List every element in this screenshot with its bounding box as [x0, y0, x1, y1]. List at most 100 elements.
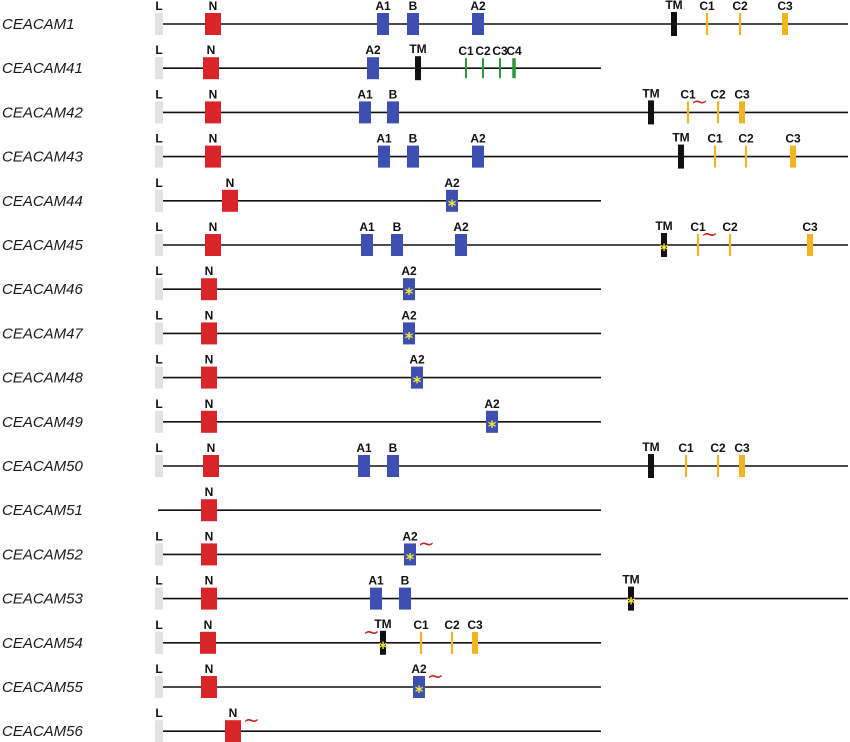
exon-label: N	[207, 43, 216, 57]
exon-c2-block	[716, 455, 720, 477]
gene-name: CEACAM41	[2, 60, 83, 77]
star-icon: *	[406, 549, 415, 568]
exon-label: N	[205, 264, 214, 278]
gene-name: CEACAM53	[2, 591, 84, 608]
gene-row: CEACAM43 L N A1 B A2 TM C1 C2 C3	[2, 131, 848, 169]
gene-row: CEACAM47 L N A2 *	[2, 308, 601, 347]
exon-label: N	[205, 353, 214, 367]
gene-name: CEACAM51	[2, 502, 83, 519]
exon-a2-block	[472, 145, 484, 168]
star-icon: *	[488, 417, 497, 436]
exon-label: C3	[734, 87, 750, 101]
exon-a2-block	[446, 189, 458, 212]
exon-n-block	[201, 587, 217, 610]
exon-label: C1	[680, 87, 696, 101]
exon-a1-block	[377, 13, 389, 35]
gene-row: CEACAM44 L N A2 *	[2, 176, 601, 215]
gene-row: CEACAM45 L N A1 B A2 TM * C1~ C2 C3	[2, 219, 848, 259]
exon-c3-block	[790, 145, 796, 168]
exon-n-block	[203, 57, 219, 80]
exon-label: A2	[411, 662, 427, 676]
exon-label: C1	[678, 441, 694, 455]
exon-label: C2	[738, 132, 754, 146]
exon-n-block	[201, 410, 217, 433]
exon-l-block	[155, 13, 163, 35]
exon-l-block	[155, 720, 163, 742]
exon-c2-block	[716, 101, 720, 124]
exon-c2-block	[482, 58, 484, 79]
exon-b-block	[399, 587, 411, 610]
exon-label: B	[389, 441, 398, 455]
exon-label: C1	[699, 0, 715, 13]
exon-label: N	[205, 574, 214, 588]
exon-c1-block	[465, 58, 467, 79]
exon-label: A2	[453, 220, 469, 234]
exon-tm-block	[678, 144, 684, 169]
gene-row: CEACAM52 L N A2 *~	[2, 529, 601, 568]
exon-tm-block	[671, 12, 677, 36]
exon-label: L	[155, 618, 162, 632]
tilde-icon: ~	[243, 708, 260, 732]
gene-row: CEACAM56 L N ~	[2, 706, 601, 742]
gene-name: CEACAM55	[2, 679, 84, 696]
exon-label: N	[209, 87, 218, 101]
exon-label: L	[155, 0, 162, 13]
exon-label: C4	[506, 44, 522, 58]
exon-label: C2	[444, 618, 460, 632]
exon-n-block	[222, 189, 238, 212]
star-icon: *	[379, 638, 388, 657]
exon-l-block	[155, 234, 163, 256]
exon-c3-block	[807, 234, 813, 256]
exon-a2-block	[403, 278, 415, 301]
gene-row: CEACAM49 L N A2 *	[2, 397, 601, 436]
exon-label: TM	[622, 573, 639, 587]
exon-label: L	[155, 662, 162, 676]
exon-label: C2	[710, 441, 726, 455]
exon-b-block	[391, 234, 403, 256]
exon-n-block	[225, 720, 241, 742]
exon-n-block	[201, 322, 217, 345]
gene-name: CEACAM42	[2, 104, 84, 121]
exon-label: A2	[484, 397, 500, 411]
gene-row: CEACAM48 L N A2 *	[2, 353, 601, 392]
exon-l-block	[155, 587, 163, 610]
exon-label: C3	[785, 132, 801, 146]
exon-label: C3	[467, 618, 483, 632]
exon-tm-block	[380, 630, 386, 655]
exon-a2-block	[367, 57, 379, 80]
exon-label: N	[204, 618, 213, 632]
exon-label: A2	[402, 529, 418, 543]
exon-label: N	[205, 485, 214, 499]
gene-row: CEACAM50 L N A1 B TM C1 C2 C3	[2, 440, 848, 478]
exon-label: N	[207, 441, 216, 455]
exon-label: L	[155, 264, 162, 278]
exon-l-block	[155, 366, 163, 389]
exon-n-block	[203, 455, 219, 477]
exon-a1-block	[358, 455, 370, 477]
gene-name: CEACAM49	[2, 414, 84, 431]
gene-name: CEACAM54	[2, 635, 83, 652]
exon-a2-block	[411, 366, 423, 389]
exon-label: A2	[409, 353, 425, 367]
exon-label: N	[209, 132, 218, 146]
exon-label: L	[155, 441, 162, 455]
star-icon: *	[415, 682, 424, 701]
exon-label: A1	[357, 87, 373, 101]
exon-label: L	[155, 87, 162, 101]
exon-c3-block	[739, 101, 745, 124]
exon-label: B	[393, 220, 402, 234]
tilde-icon: ~	[427, 664, 444, 688]
exon-a1-block	[378, 145, 390, 168]
exon-n-block	[205, 101, 221, 124]
exon-label: C1	[690, 220, 706, 234]
gene-name: CEACAM48	[2, 370, 84, 387]
exon-label: N	[229, 706, 238, 720]
star-icon: *	[660, 240, 669, 259]
exon-label: L	[155, 220, 162, 234]
exon-label: C3	[777, 0, 793, 13]
gene-row: CEACAM51 N	[2, 485, 601, 522]
exon-c1-block	[684, 455, 688, 477]
exon-label: A2	[470, 0, 486, 13]
